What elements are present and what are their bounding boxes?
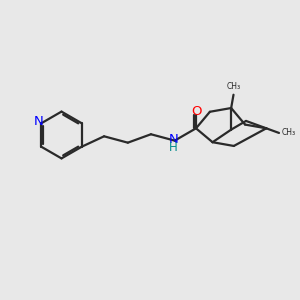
Text: O: O (191, 105, 201, 118)
Text: N: N (34, 115, 44, 128)
Text: N: N (168, 133, 178, 146)
Text: H: H (169, 141, 178, 154)
Text: CH₃: CH₃ (226, 82, 241, 91)
Text: CH₃: CH₃ (282, 128, 296, 137)
